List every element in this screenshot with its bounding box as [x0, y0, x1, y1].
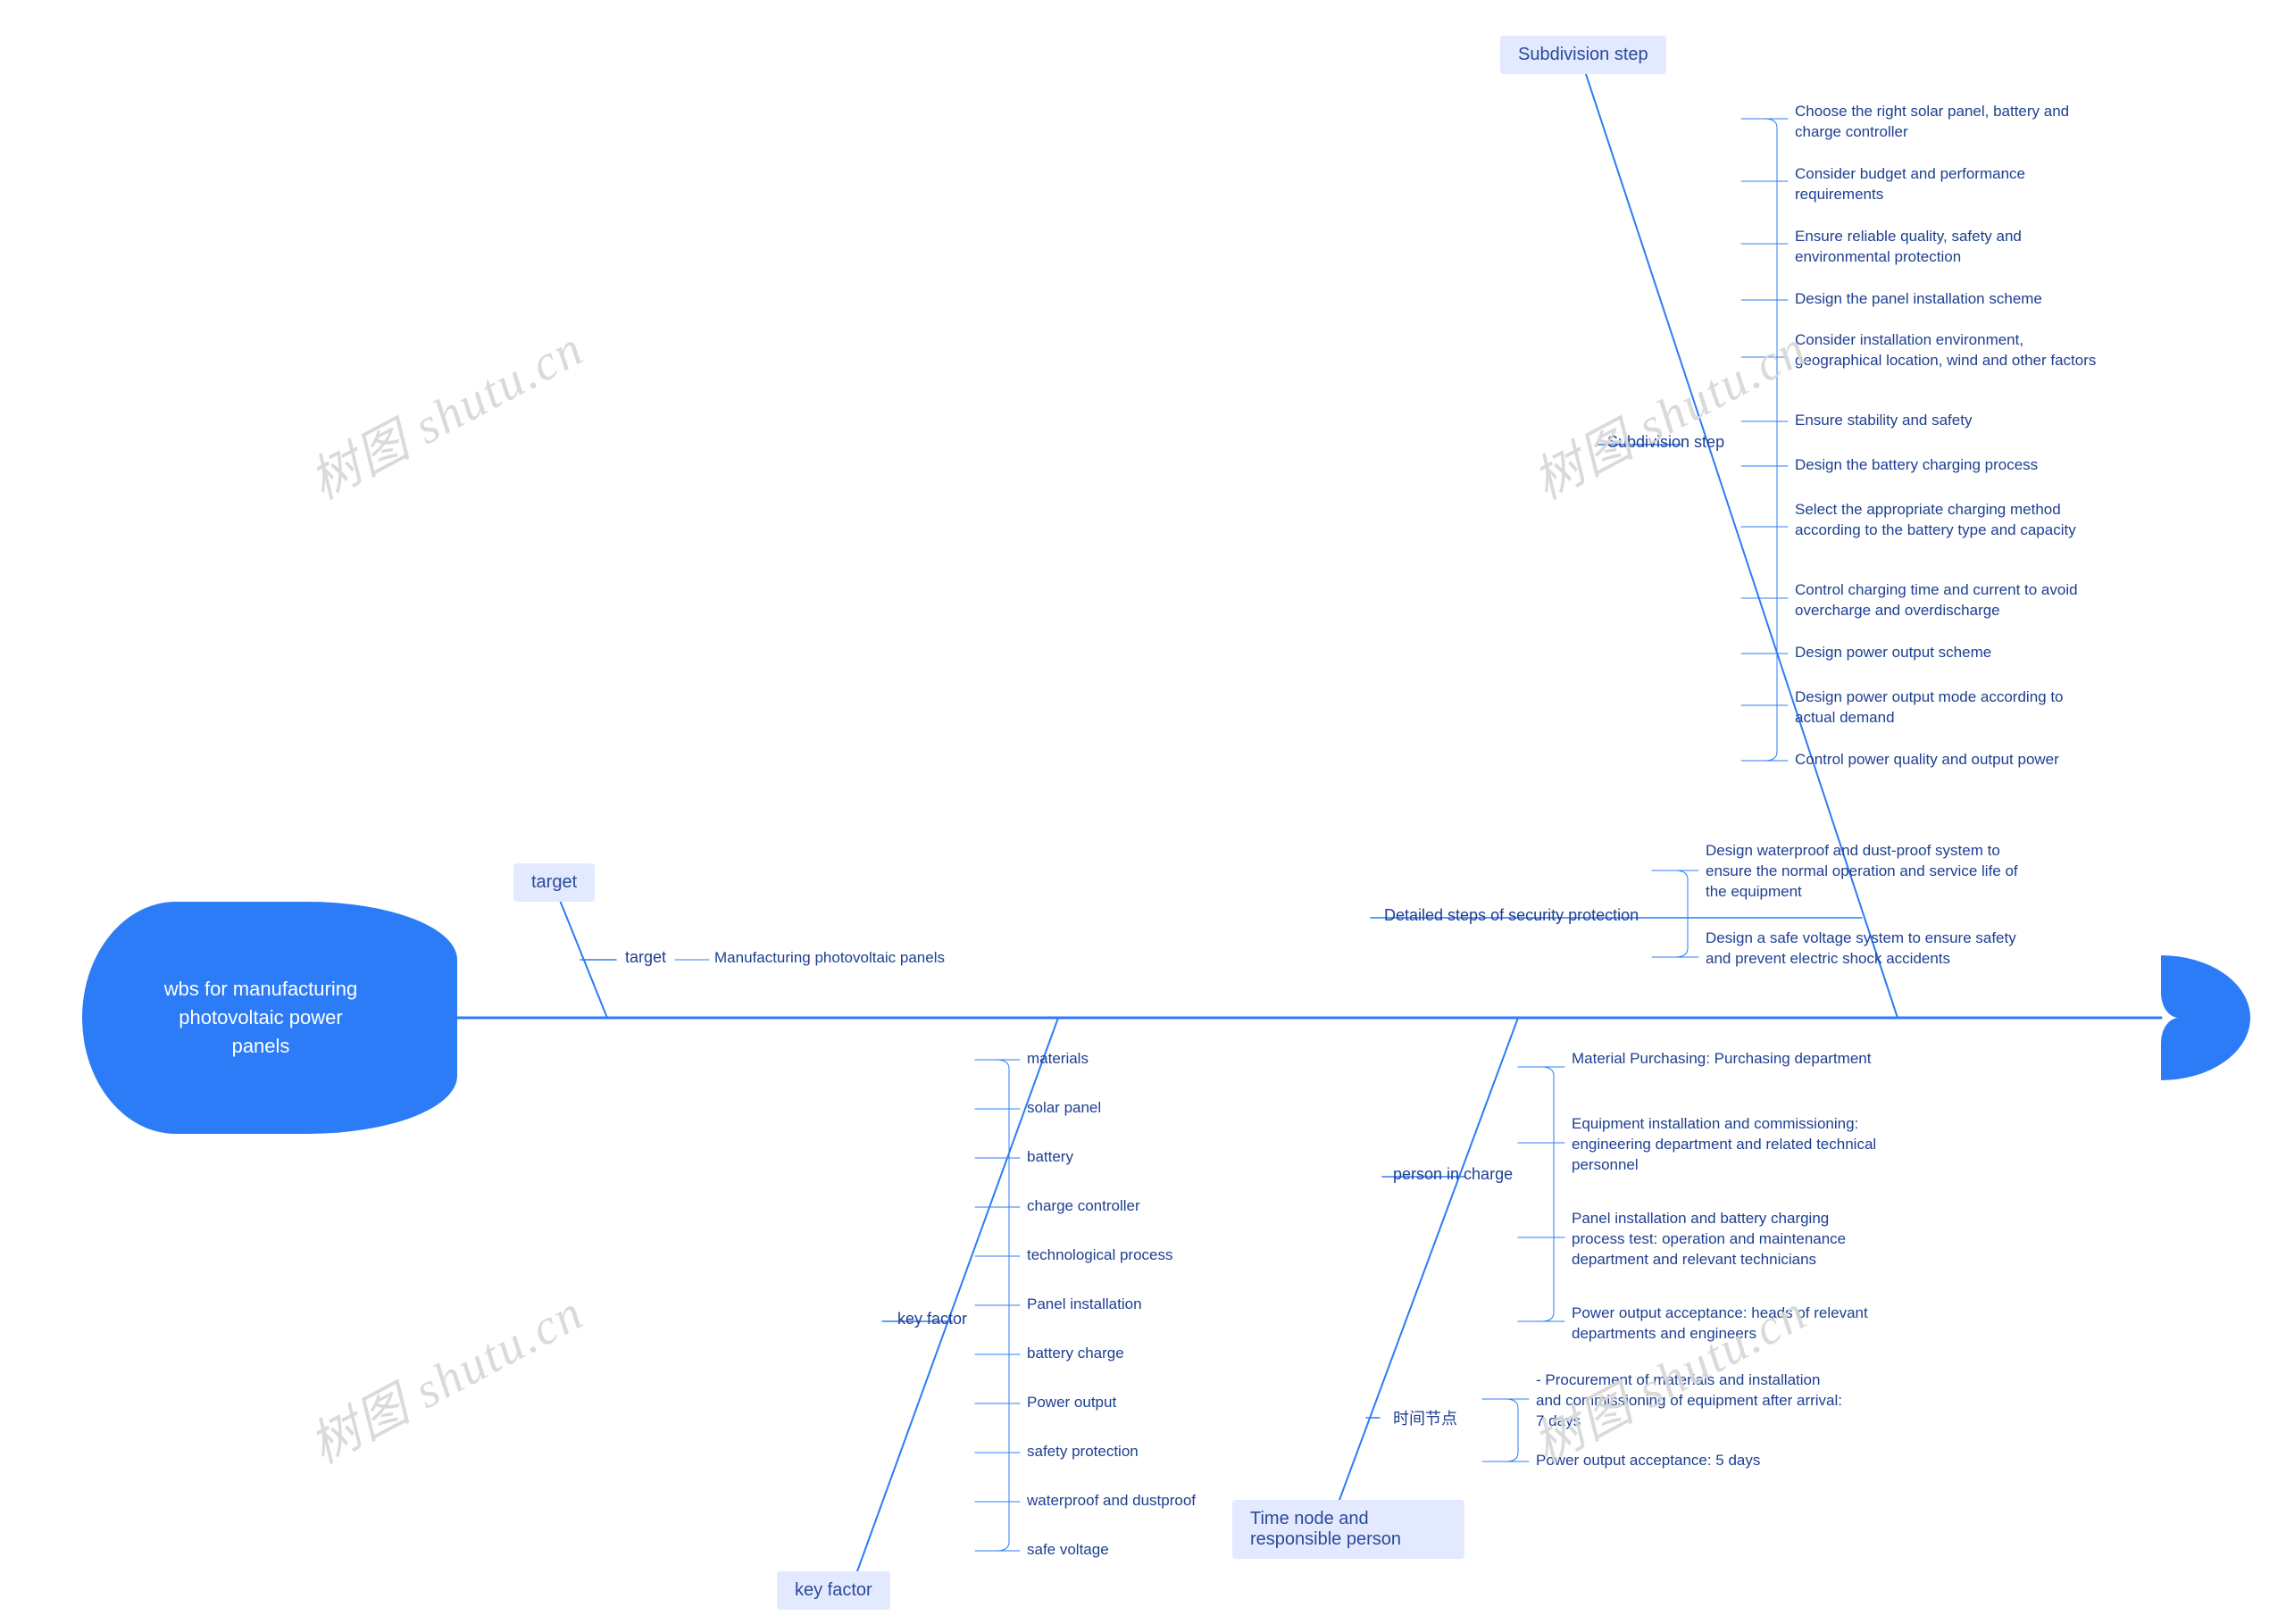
leaf-keyfactor-branch-4: technological process: [1027, 1245, 1339, 1266]
leaf-subdivision-branch-3: Design the panel installation scheme: [1795, 289, 2107, 310]
leaf-person-branch-0: Material Purchasing: Purchasing departme…: [1572, 1049, 1884, 1070]
leaf-target-branch-0: Manufacturing photovoltaic panels: [714, 948, 1027, 969]
leaf-person-branch-1: Equipment installation and commissioning…: [1572, 1114, 1884, 1176]
branch-label-security-branch: Detailed steps of security protection: [1384, 906, 1639, 925]
leaf-keyfactor-branch-3: charge controller: [1027, 1196, 1339, 1217]
leaf-time-branch-1: Power output acceptance: 5 days: [1536, 1451, 1848, 1471]
leaf-subdivision-branch-6: Design the battery charging process: [1795, 455, 2107, 476]
leaf-security-branch-1: Design a safe voltage system to ensure s…: [1706, 929, 2018, 970]
branch-label-target-branch: target: [625, 948, 666, 967]
leaf-subdivision-branch-2: Ensure reliable quality, safety and envi…: [1795, 227, 2107, 268]
leaf-keyfactor-branch-8: safety protection: [1027, 1442, 1339, 1462]
leaf-keyfactor-branch-1: solar panel: [1027, 1098, 1339, 1119]
branch-label-time-branch: 时间节点: [1393, 1406, 1457, 1429]
leaf-subdivision-branch-11: Control power quality and output power: [1795, 750, 2107, 770]
fishbone-tail-top: [2161, 955, 2250, 1018]
fishbone-head: wbs for manufacturingphotovoltaic powerp…: [82, 902, 457, 1134]
watermark-1: 树图 shutu.cn: [1519, 309, 1818, 513]
category-chip-subdivision: Subdivision step: [1500, 36, 1666, 74]
leaf-keyfactor-branch-5: Panel installation: [1027, 1295, 1339, 1315]
branch-label-person-branch: person in charge: [1393, 1165, 1513, 1184]
leaf-keyfactor-branch-6: battery charge: [1027, 1344, 1339, 1364]
leaf-keyfactor-branch-7: Power output: [1027, 1393, 1339, 1413]
leaf-keyfactor-branch-2: battery: [1027, 1147, 1339, 1168]
leaf-person-branch-2: Panel installation and battery charging …: [1572, 1209, 1884, 1270]
watermark-0: 树图 shutu.cn: [296, 309, 595, 513]
branch-label-subdivision-branch: Subdivision step: [1607, 433, 1724, 452]
leaf-subdivision-branch-4: Consider installation environment, geogr…: [1795, 330, 2107, 371]
fishbone-tail-bottom: [2161, 1018, 2250, 1080]
category-chip-timeperson: Time node and responsible person: [1232, 1500, 1464, 1559]
category-chip-target: target: [513, 863, 595, 902]
leaf-subdivision-branch-8: Control charging time and current to avo…: [1795, 580, 2107, 621]
leaf-person-branch-3: Power output acceptance: heads of releva…: [1572, 1303, 1884, 1345]
category-chip-keyfactor: key factor: [777, 1571, 890, 1610]
leaf-subdivision-branch-7: Select the appropriate charging method a…: [1795, 500, 2107, 541]
branch-label-keyfactor-branch: key factor: [897, 1310, 967, 1328]
watermark-2: 树图 shutu.cn: [296, 1273, 595, 1478]
leaf-subdivision-branch-5: Ensure stability and safety: [1795, 411, 2107, 431]
leaf-time-branch-0: - Procurement of materials and installat…: [1536, 1370, 1848, 1432]
leaf-subdivision-branch-0: Choose the right solar panel, battery an…: [1795, 102, 2107, 143]
leaf-subdivision-branch-10: Design power output mode according to ac…: [1795, 687, 2107, 729]
leaf-subdivision-branch-9: Design power output scheme: [1795, 643, 2107, 663]
leaf-security-branch-0: Design waterproof and dust-proof system …: [1706, 841, 2018, 903]
leaf-subdivision-branch-1: Consider budget and performance requirem…: [1795, 164, 2107, 205]
leaf-keyfactor-branch-0: materials: [1027, 1049, 1339, 1070]
